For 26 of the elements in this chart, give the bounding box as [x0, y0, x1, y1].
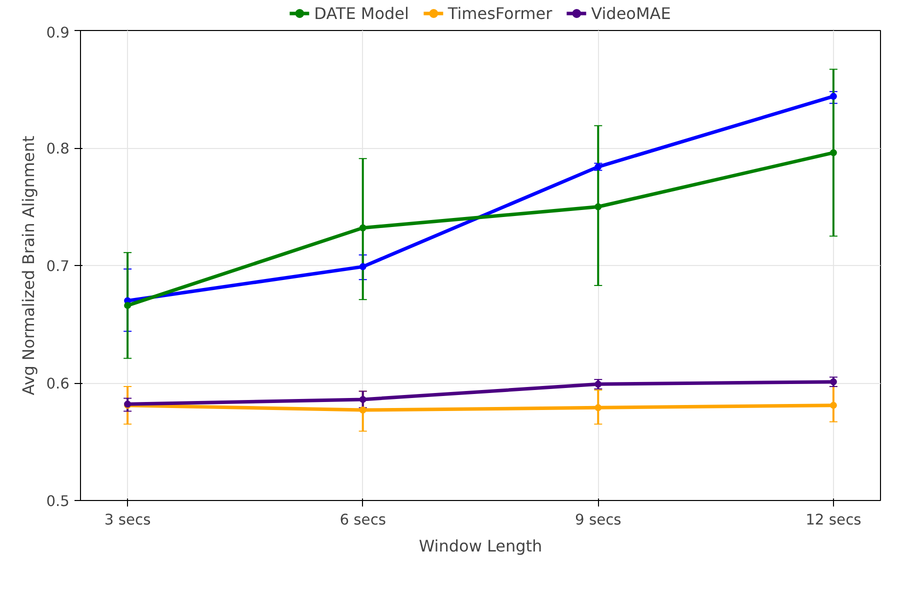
point	[359, 406, 366, 414]
point	[830, 402, 837, 409]
y-tick-label: 0.8	[46, 140, 70, 158]
y-axis-title: Avg Normalized Brain Alignment	[19, 136, 38, 396]
x-tick-label: 6 secs	[340, 512, 386, 528]
x-tick-label: 12 secs	[806, 512, 862, 528]
point	[594, 203, 602, 210]
point	[359, 263, 366, 270]
y-tick-label: 0.7	[46, 258, 70, 275]
legend-label: TimesFormer	[448, 4, 552, 22]
legend-label: VideoMAE	[591, 4, 671, 22]
y-tick-label: 0.6	[46, 376, 70, 392]
point	[594, 380, 602, 388]
x-tick-label: 3 secs	[104, 512, 151, 528]
point	[359, 396, 366, 403]
point	[830, 378, 837, 386]
point	[594, 404, 602, 412]
y-tick-label: 0.9	[46, 24, 70, 42]
y-tick-label: 0.5	[46, 493, 70, 510]
point	[830, 92, 837, 100]
x-tick-label: 9 secs	[574, 512, 622, 528]
point	[124, 302, 132, 309]
point	[359, 224, 366, 232]
x-axis-title: Window Length	[418, 536, 542, 556]
legend-label: DATE Model	[314, 4, 409, 22]
point	[830, 149, 837, 156]
